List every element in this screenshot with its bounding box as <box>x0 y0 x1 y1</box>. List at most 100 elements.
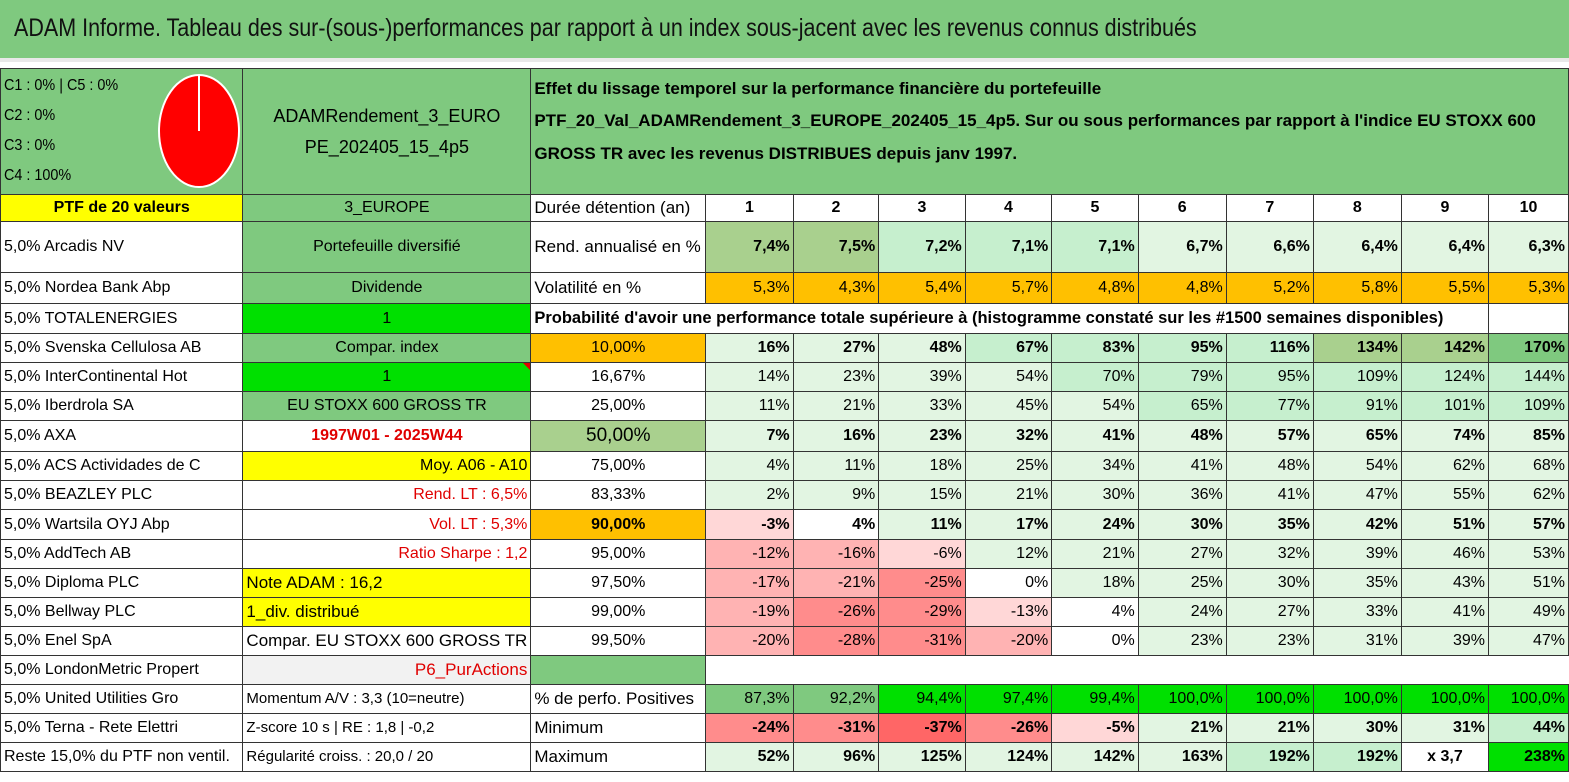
prob97-y5: 18% <box>1051 568 1139 598</box>
prob10-y4: 67% <box>964 333 1053 363</box>
info-dividend-distributed: 1_div. distribué <box>242 597 532 627</box>
max-y6: 163% <box>1137 742 1227 772</box>
info-flag-2: 1 <box>242 362 532 392</box>
info-period: 1997W01 - 2025W44 <box>242 420 532 452</box>
prob95-y5: 21% <box>1051 539 1139 569</box>
prob50-y9: 74% <box>1400 420 1489 452</box>
min-y1: -24% <box>705 713 794 743</box>
prob10-y2: 27% <box>792 333 880 363</box>
vol-y2: 4,3% <box>792 272 880 304</box>
vol-y9: 5,5% <box>1400 272 1489 304</box>
min-y3: -37% <box>878 713 966 743</box>
min-y9: 31% <box>1400 713 1489 743</box>
pos-y5: 99,4% <box>1051 684 1139 714</box>
info-long-term-vol: Vol. LT : 5,3% <box>242 509 532 540</box>
prob99-y9: 41% <box>1400 597 1489 627</box>
year-7: 7 <box>1225 194 1314 222</box>
prob99-y6: 24% <box>1137 597 1227 627</box>
prob95-y7: 32% <box>1225 539 1314 569</box>
allocation-c4: C4 : 100% <box>4 167 72 184</box>
info-flag-2-text: 1 <box>382 368 392 386</box>
prob97-y1: -17% <box>705 568 794 598</box>
info-flag-1: 1 <box>242 303 532 334</box>
year-3: 3 <box>878 194 966 222</box>
prob83-y7: 41% <box>1225 480 1314 510</box>
prob16-y10: 144% <box>1487 362 1569 392</box>
prob99-y5: 4% <box>1051 597 1139 627</box>
vol-y8: 5,8% <box>1312 272 1402 304</box>
prob-pct-16: 16,67% <box>530 362 707 392</box>
return-y1: 7,4% <box>705 221 794 273</box>
prob16-y9: 124% <box>1400 362 1489 392</box>
prob10-y9: 142% <box>1400 333 1489 363</box>
volatility-label: Volatilité en % <box>530 272 707 304</box>
prob25-y1: 11% <box>705 391 794 421</box>
annual-return-label: Rend. annualisé en % <box>530 221 707 273</box>
prob25-y3: 33% <box>878 391 966 421</box>
prob75-y9: 62% <box>1400 451 1489 481</box>
page-title: ADAM Informe. Tableau des sur-(sous-)per… <box>14 14 1197 42</box>
info-dividend: Dividende <box>242 272 532 304</box>
prob10-y7: 116% <box>1225 333 1314 363</box>
min-y7: 21% <box>1225 713 1314 743</box>
prob90-y3: 11% <box>878 509 966 540</box>
info-index-name: EU STOXX 600 GROSS TR <box>242 391 532 421</box>
return-y4: 7,1% <box>964 221 1053 273</box>
prob75-y7: 48% <box>1225 451 1314 481</box>
info-momentum: Momentum A/V : 3,3 (10=neutre) <box>242 684 532 714</box>
prob50-y10: 85% <box>1487 420 1569 452</box>
holding-enel: 5,0% Enel SpA <box>0 626 244 656</box>
prob83-y3: 15% <box>878 480 966 510</box>
prob97-y6: 25% <box>1137 568 1227 598</box>
prob83-y2: 9% <box>792 480 880 510</box>
prob95-y10: 53% <box>1487 539 1569 569</box>
probability-title: Probabilité d'avoir une performance tota… <box>530 303 1489 334</box>
prob25-y2: 21% <box>792 391 880 421</box>
holding-beazley: 5,0% BEAZLEY PLC <box>0 480 244 510</box>
year-2: 2 <box>792 194 880 222</box>
holding-intercontinental: 5,0% InterContinental Hot <box>0 362 244 392</box>
description-line3: GROSS TR avec les revenus DISTRIBUES dep… <box>534 143 1018 163</box>
prob10-y1: 16% <box>705 333 794 363</box>
description-line2: PTF_20_Val_ADAMRendement_3_EUROPE_202405… <box>534 111 1536 131</box>
holding-united-utilities: 5,0% United Utilities Gro <box>0 684 244 714</box>
prob99-y4: -13% <box>964 597 1053 627</box>
portfolio-name-cell: ADAMRendement_3_EURO PE_202405_15_4p5 <box>242 68 532 195</box>
prob995-y2: -28% <box>792 626 880 656</box>
max-y4: 124% <box>964 742 1053 772</box>
prob75-y3: 18% <box>878 451 966 481</box>
prob995-y1: -20% <box>705 626 794 656</box>
prob-pct-95: 95,00% <box>530 539 707 569</box>
min-y2: -31% <box>792 713 880 743</box>
prob-pct-99: 99,00% <box>530 597 707 627</box>
prob75-y4: 25% <box>964 451 1053 481</box>
prob16-y1: 14% <box>705 362 794 392</box>
prob16-y6: 79% <box>1137 362 1227 392</box>
prob99-y3: -29% <box>878 597 966 627</box>
prob97-y10: 51% <box>1487 568 1569 598</box>
min-y10: 44% <box>1487 713 1569 743</box>
prob50-y2: 16% <box>792 420 880 452</box>
prob995-y5: 0% <box>1051 626 1139 656</box>
info-long-term-return: Rend. LT : 6,5% <box>242 480 532 510</box>
pos-y2: 92,2% <box>792 684 880 714</box>
prob90-y4: 17% <box>964 509 1053 540</box>
prob995-y7: 23% <box>1225 626 1314 656</box>
holding-arcadis: 5,0% Arcadis NV <box>0 221 244 273</box>
prob90-y9: 51% <box>1400 509 1489 540</box>
prob95-y1: -12% <box>705 539 794 569</box>
prob95-y3: -6% <box>878 539 966 569</box>
prob-pct-50: 50,00% <box>530 420 707 452</box>
allocation-c3: C3 : 0% <box>4 137 56 154</box>
prob16-y4: 54% <box>964 362 1053 392</box>
prob995-y3: -31% <box>878 626 966 656</box>
prob99-y1: -19% <box>705 597 794 627</box>
prob95-y9: 46% <box>1400 539 1489 569</box>
duration-label: Durée détention (an) <box>530 194 707 222</box>
allocation-c1-c5: C1 : 0% | C5 : 0% <box>4 77 119 94</box>
prob90-y7: 35% <box>1225 509 1314 540</box>
prob90-y5: 24% <box>1051 509 1139 540</box>
empty-area <box>706 656 1569 685</box>
min-y5: -5% <box>1051 713 1139 743</box>
prob83-y5: 30% <box>1051 480 1139 510</box>
